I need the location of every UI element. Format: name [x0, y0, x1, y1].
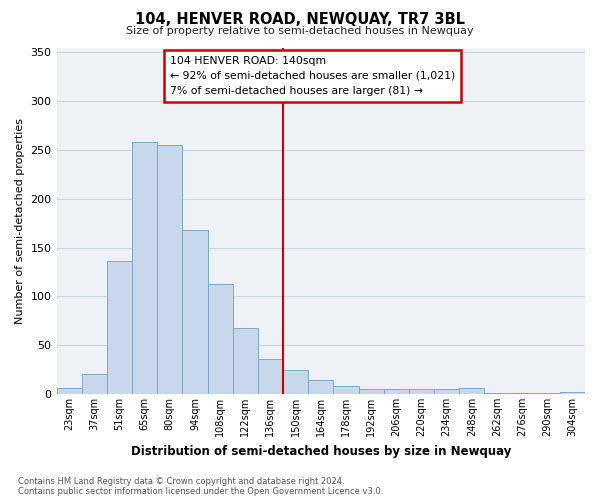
Bar: [157, 145, 182, 394]
Text: Contains HM Land Registry data © Crown copyright and database right 2024.: Contains HM Land Registry data © Crown c…: [18, 477, 344, 486]
Text: Contains public sector information licensed under the Open Government Licence v3: Contains public sector information licen…: [18, 487, 383, 496]
Bar: [560, 392, 585, 394]
Bar: [359, 389, 383, 394]
Bar: [208, 284, 233, 394]
Bar: [107, 262, 132, 394]
Bar: [535, 393, 560, 394]
Bar: [283, 370, 308, 394]
Text: Size of property relative to semi-detached houses in Newquay: Size of property relative to semi-detach…: [126, 26, 474, 36]
Bar: [308, 380, 334, 394]
Bar: [233, 328, 258, 394]
Bar: [258, 359, 283, 394]
Bar: [509, 393, 535, 394]
Bar: [484, 393, 509, 394]
Bar: [459, 388, 484, 394]
Y-axis label: Number of semi-detached properties: Number of semi-detached properties: [15, 118, 25, 324]
Bar: [434, 389, 459, 394]
Bar: [409, 389, 434, 394]
Bar: [383, 389, 409, 394]
Bar: [132, 142, 157, 394]
Bar: [334, 386, 359, 394]
Bar: [182, 230, 208, 394]
Text: 104, HENVER ROAD, NEWQUAY, TR7 3BL: 104, HENVER ROAD, NEWQUAY, TR7 3BL: [135, 12, 465, 28]
Text: 104 HENVER ROAD: 140sqm
← 92% of semi-detached houses are smaller (1,021)
7% of : 104 HENVER ROAD: 140sqm ← 92% of semi-de…: [170, 56, 455, 96]
Bar: [56, 388, 82, 394]
X-axis label: Distribution of semi-detached houses by size in Newquay: Distribution of semi-detached houses by …: [131, 444, 511, 458]
Bar: [82, 374, 107, 394]
